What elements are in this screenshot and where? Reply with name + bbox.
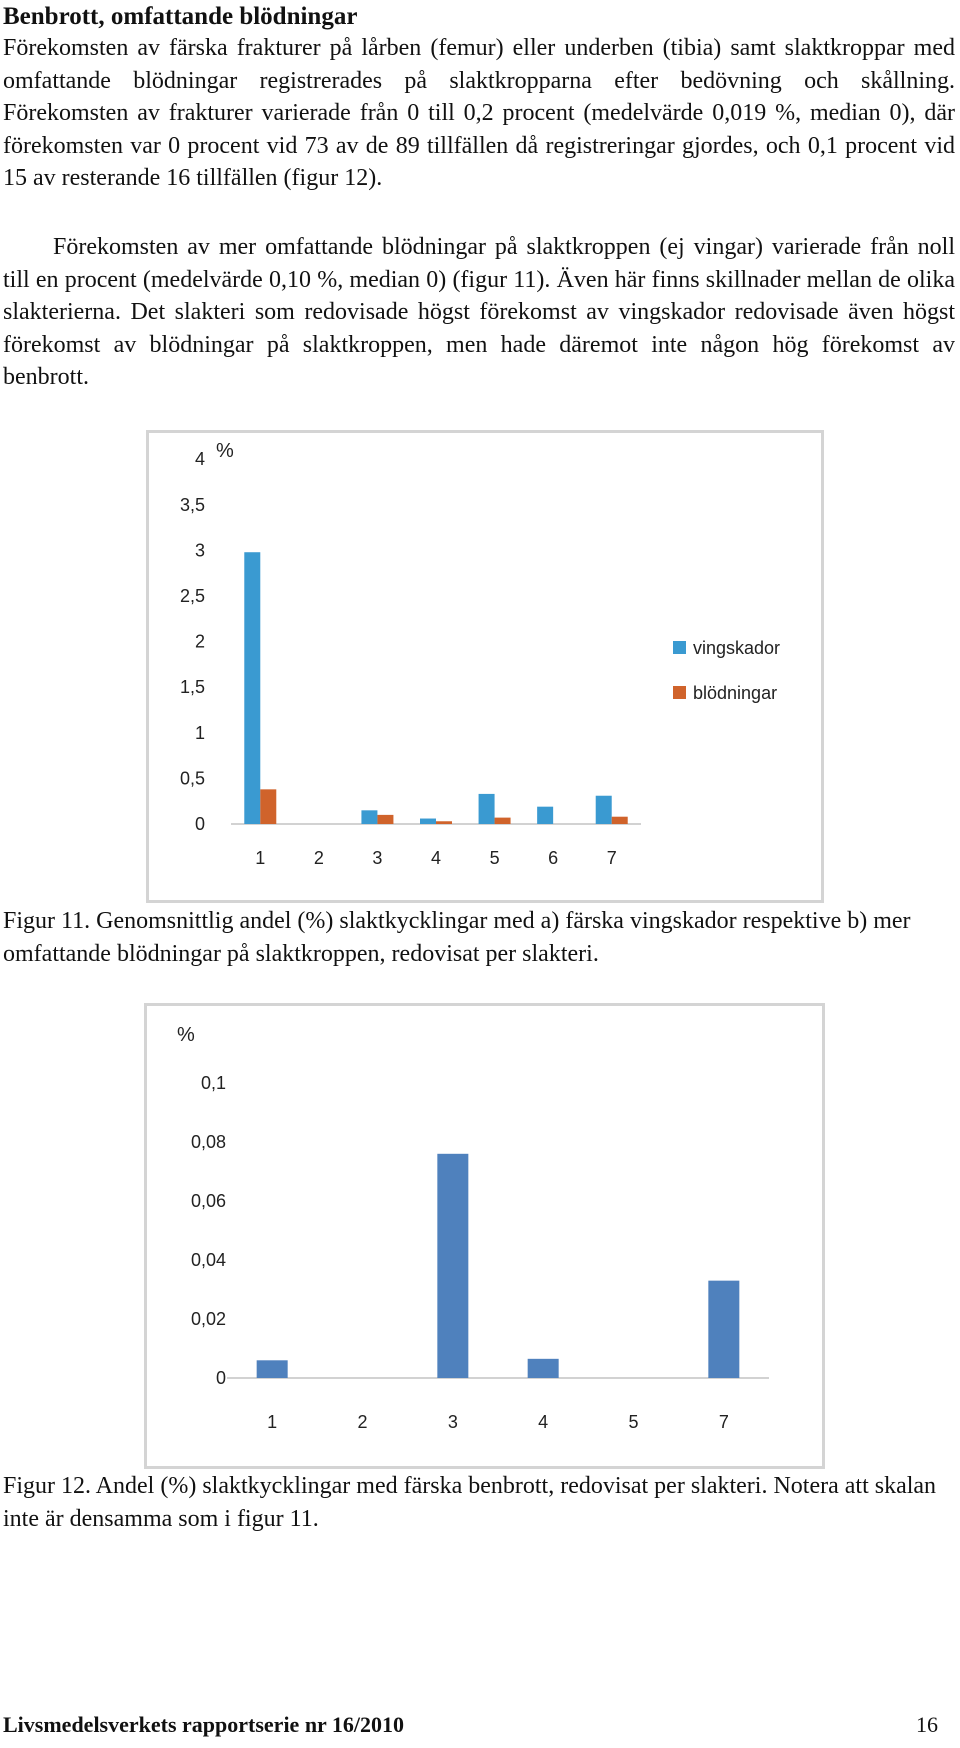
x-tick-label: 1: [267, 1412, 277, 1432]
legend-swatch-blödningar: [673, 686, 686, 699]
bar-vingskador-7: [595, 795, 612, 824]
x-tick-label: 1: [255, 848, 265, 868]
y-tick-label: 3: [195, 540, 205, 560]
bar-blödningar-5: [494, 817, 511, 824]
bar-blödningar-1: [260, 789, 277, 824]
page-footer: Livsmedelsverkets rapportserie nr 16/201…: [3, 1712, 938, 1738]
bar-blödningar-4: [436, 821, 452, 824]
x-tick-label: 5: [490, 848, 500, 868]
bar-vingskador-4: [420, 818, 436, 824]
figure-12-chart: % 0 0,02 0,04 0,06 0,08 0,1 1 2 3 4 5 7: [144, 1003, 825, 1469]
y-tick-label: 0: [195, 814, 205, 834]
legend-label-vingskador: vingskador: [693, 638, 780, 658]
section-title: Benbrott, omfattande blödningar: [3, 3, 358, 30]
y-tick-label: 0,06: [191, 1191, 226, 1211]
x-tick-label: 6: [548, 848, 558, 868]
bar-value-4: [527, 1358, 559, 1378]
y-tick-label: 0,02: [191, 1309, 226, 1329]
bar-blödningar-3: [377, 814, 394, 824]
y-unit-label: %: [177, 1024, 195, 1046]
y-tick-label: 0: [216, 1368, 226, 1388]
y-tick-label: 0,1: [201, 1073, 226, 1093]
legend-label-blödningar: blödningar: [693, 683, 777, 703]
paragraph-fractures: Förekomsten av färska frakturer på lårbe…: [3, 35, 955, 191]
x-tick-label: 3: [448, 1412, 458, 1432]
figure-12-svg: % 0 0,02 0,04 0,06 0,08 0,1 1 2 3 4 5 7: [177, 1024, 769, 1432]
bar-value-3: [437, 1153, 469, 1378]
bar-value-7: [708, 1280, 740, 1378]
x-tick-label: 2: [357, 1412, 367, 1432]
x-tick-label: 2: [314, 848, 324, 868]
y-tick-label: 1: [195, 723, 205, 743]
legend-swatch-vingskador: [673, 641, 686, 654]
figure-11-caption: Figur 11. Genomsnittlig andel (%) slaktk…: [3, 908, 911, 967]
bar-vingskador-6: [537, 806, 554, 824]
figure-11-svg: % 0 0,5 1 1,5 2 2,5 3 3,5 4 1 2 3 4 5 6 7 vingskador blödn…: [180, 440, 780, 868]
y-tick-label: 0,5: [180, 768, 205, 788]
y-tick-label: 0,08: [191, 1132, 226, 1152]
figure-12-caption: Figur 12. Andel (%) slaktkycklingar med …: [3, 1473, 937, 1532]
bar-blödningar-7: [611, 816, 628, 824]
y-tick-label: 4: [195, 449, 205, 469]
y-tick-label: 1,5: [180, 677, 205, 697]
x-tick-label: 4: [431, 848, 441, 868]
x-tick-label: 3: [372, 848, 382, 868]
paragraph-bleeding: Förekomsten av mer omfattande blödningar…: [3, 234, 955, 390]
x-tick-label: 7: [719, 1412, 729, 1432]
page-number: 16: [916, 1712, 938, 1737]
x-tick-label: 7: [607, 848, 617, 868]
y-tick-label: 2,5: [180, 586, 205, 606]
bar-vingskador-5: [478, 793, 495, 824]
x-tick-label: 5: [628, 1412, 638, 1432]
y-tick-label: 2: [195, 632, 205, 652]
x-tick-label: 4: [538, 1412, 548, 1432]
bar-vingskador-1: [244, 552, 261, 824]
y-unit-label: %: [216, 440, 234, 462]
y-tick-label: 0,04: [191, 1250, 226, 1270]
bar-vingskador-3: [361, 810, 378, 824]
y-tick-label: 3,5: [180, 495, 205, 515]
bar-value-1: [256, 1360, 288, 1378]
figure-11-chart: % 0 0,5 1 1,5 2 2,5 3 3,5 4 1 2 3 4 5 6 7 vingskador blödn…: [146, 430, 824, 903]
footer-publication: Livsmedelsverkets rapportserie nr 16/201…: [3, 1712, 405, 1737]
